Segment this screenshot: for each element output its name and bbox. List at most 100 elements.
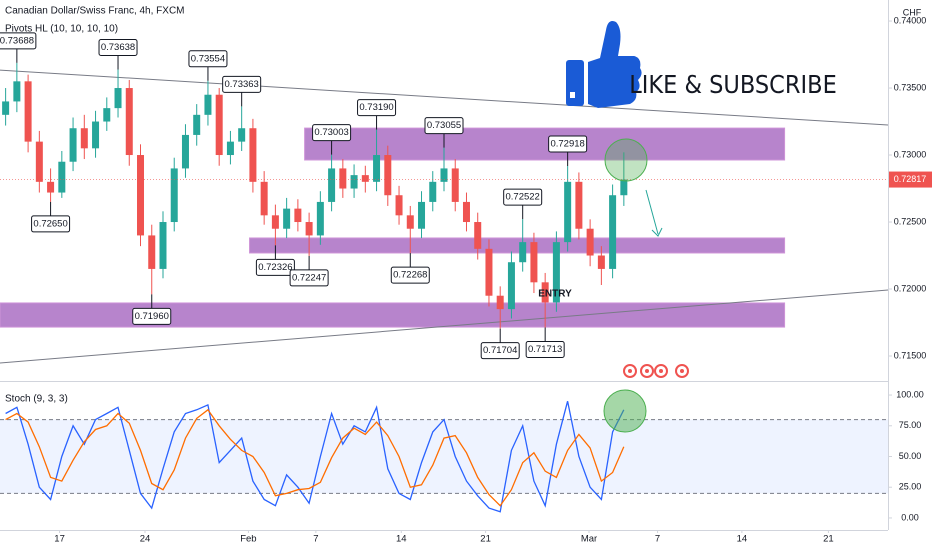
stoch-band-fill — [0, 419, 888, 494]
candle-body — [47, 181, 55, 193]
candle-body — [519, 242, 527, 263]
candle-body — [395, 195, 403, 216]
zone — [0, 302, 786, 328]
candle-body — [238, 128, 246, 142]
zone — [249, 237, 786, 254]
x-tick-label: 24 — [140, 534, 151, 545]
zone — [304, 127, 786, 161]
thumbs-up-icon — [566, 21, 642, 108]
x-tick-label: 17 — [54, 534, 65, 545]
pivot-label: 0.73055 — [427, 120, 461, 131]
y-tick-label: 0.72500 — [894, 216, 927, 226]
plot-layer: 0.74000 0.73500 0.73000 0.72500 0.72000 0.715… — [0, 15, 932, 545]
stoch-y-tick-label: 0.00 — [901, 512, 919, 522]
pivot-box — [548, 135, 588, 153]
candle-body — [597, 255, 605, 269]
stoch-label: Stoch (9, 3, 3) — [5, 394, 68, 405]
pivot-box — [503, 188, 543, 206]
pivot-label: 0.73554 — [191, 53, 225, 64]
candle-body — [440, 168, 448, 182]
candle-body — [485, 248, 493, 296]
pivot-box — [390, 266, 430, 284]
highlight-circle — [604, 138, 648, 182]
pivot-label: 0.72650 — [33, 218, 67, 229]
candle-body — [103, 108, 111, 122]
pivot-label: 0.71960 — [135, 311, 169, 322]
candle-body — [193, 114, 201, 135]
x-tick-label: 14 — [737, 534, 748, 545]
candle-body — [418, 201, 426, 229]
candle-body — [181, 134, 189, 169]
pivot-label: 0.71704 — [483, 345, 517, 356]
candle-body — [541, 282, 549, 303]
candle-body — [13, 81, 21, 102]
candle-body — [249, 128, 257, 182]
candle-body — [462, 201, 470, 223]
candle-body — [294, 208, 302, 223]
banner: LIKE & SUBSCRIBE — [629, 70, 837, 99]
trendline — [0, 69, 889, 126]
pivot-box — [31, 215, 71, 233]
y-tick-label: 0.71500 — [894, 350, 927, 360]
x-tick-label: 21 — [823, 534, 834, 545]
candle-body — [361, 175, 369, 182]
candle-body — [316, 201, 324, 236]
pivot-box — [0, 32, 37, 50]
pivot-box — [255, 258, 295, 276]
pivot-label: 0.71713 — [528, 344, 562, 355]
x-tick-label: 7 — [655, 534, 660, 545]
stoch-y-tick-label: 100.00 — [896, 389, 924, 399]
y-tick-label: 0.73500 — [894, 82, 927, 92]
x-tick-label: Mar — [581, 534, 597, 545]
candle-body — [204, 94, 212, 115]
candle-body — [373, 155, 381, 182]
currency: CHF — [903, 7, 922, 17]
candle-body — [283, 208, 291, 229]
pivot-label: 0.73003 — [314, 127, 348, 138]
candle-body — [429, 181, 437, 202]
candle-body — [552, 242, 560, 303]
candle-body — [58, 161, 66, 193]
pivot-label: 0.73363 — [224, 79, 258, 90]
pivot-label: 0.73688 — [0, 35, 34, 46]
candle-body — [92, 121, 100, 149]
pivot-box — [480, 342, 520, 360]
stoch-y-tick-label: 75.00 — [899, 420, 922, 430]
candle-body — [35, 141, 43, 182]
pivot-label: 0.72522 — [506, 192, 540, 203]
candle-body — [507, 262, 515, 310]
pivot-label: 0.72247 — [292, 272, 326, 283]
candle-body — [384, 155, 392, 196]
candle-body — [69, 128, 77, 162]
candle-body — [2, 101, 10, 115]
last-price-label: 0.72817 — [894, 174, 927, 184]
pivot-label: 0.72326 — [258, 262, 292, 273]
x-tick-label: Feb — [240, 534, 256, 545]
x-tick-label: 21 — [480, 534, 491, 545]
stoch-d-line — [5, 408, 625, 507]
x-tick-label: 7 — [313, 534, 318, 545]
y-tick-label: 0.73000 — [894, 149, 927, 159]
candle-body — [339, 168, 347, 189]
last-price-box — [889, 171, 932, 188]
candle-body — [80, 128, 88, 149]
candle-body — [620, 179, 628, 196]
candle-body — [451, 168, 459, 202]
candle-body — [271, 215, 279, 229]
candle-body — [215, 94, 223, 156]
candle-body — [609, 195, 617, 269]
stoch-k-line — [5, 401, 625, 513]
pivot-label: 0.73190 — [359, 102, 393, 113]
pivot-box — [222, 75, 262, 93]
pivot-box — [98, 39, 138, 57]
pivot-box — [289, 269, 329, 287]
candle-body — [148, 235, 156, 269]
candle-body — [226, 141, 234, 156]
candle-body — [328, 168, 336, 202]
pivot-label: 0.72918 — [550, 139, 584, 150]
candle-body — [530, 242, 538, 283]
candle-body — [406, 215, 414, 229]
chart-title: Canadian Dollar/Swiss Franc, 4h, FXCM — [5, 6, 185, 17]
highlight-circle — [603, 389, 647, 433]
